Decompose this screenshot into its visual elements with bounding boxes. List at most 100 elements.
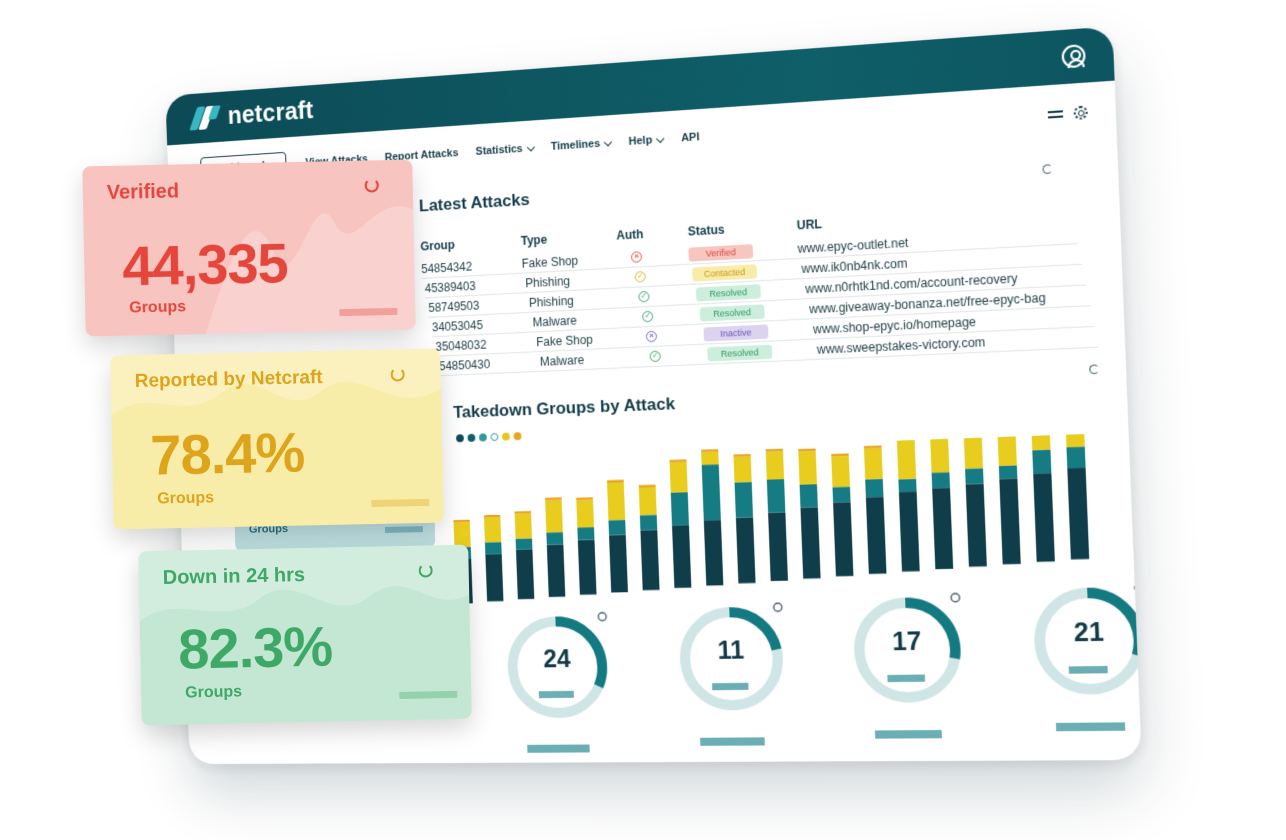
bar-segment[interactable]: [453, 520, 469, 523]
filter-sliders-icon[interactable]: [1048, 107, 1063, 120]
bar-segment[interactable]: [545, 500, 563, 533]
bar-segment[interactable]: [766, 451, 784, 479]
bar-segment[interactable]: [515, 514, 532, 539]
legend-dot[interactable]: [490, 433, 498, 441]
bar-segment[interactable]: [515, 511, 532, 514]
bar-segment[interactable]: [607, 480, 624, 483]
nav-item-statistics[interactable]: Statistics: [475, 142, 533, 158]
bar-segment[interactable]: [671, 492, 689, 525]
verified-card[interactable]: Verified 44,335 Groups: [82, 160, 415, 337]
bar-segment[interactable]: [735, 482, 754, 518]
bar-segment[interactable]: [516, 549, 534, 599]
bar-segment[interactable]: [547, 545, 565, 597]
donut-info-icon[interactable]: [951, 593, 960, 601]
bar-segment[interactable]: [1031, 434, 1051, 450]
bar-segment[interactable]: [484, 517, 501, 542]
bar-segment[interactable]: [1032, 450, 1051, 474]
bar-segment[interactable]: [898, 479, 916, 492]
donut-chart[interactable]: 24: [501, 611, 616, 761]
bar-segment[interactable]: [965, 468, 984, 484]
bar-segment[interactable]: [639, 487, 657, 515]
bar-segment[interactable]: [607, 482, 625, 520]
bar-segment[interactable]: [516, 538, 533, 550]
bar-segment[interactable]: [896, 434, 916, 480]
donut-chart[interactable]: 21: [1027, 581, 1142, 740]
bar-segment[interactable]: [485, 554, 503, 601]
bar-segment[interactable]: [577, 527, 594, 540]
donut-chart[interactable]: 17: [847, 591, 970, 747]
bar-segment[interactable]: [1067, 468, 1089, 560]
donut-info-icon[interactable]: [598, 613, 606, 621]
bar-segment[interactable]: [832, 487, 850, 503]
bar-segment[interactable]: [670, 462, 688, 493]
column-header-group[interactable]: Group: [420, 234, 521, 253]
legend-dot[interactable]: [467, 434, 475, 442]
column-header-status[interactable]: Status: [688, 218, 798, 238]
bar-segment[interactable]: [932, 472, 950, 488]
bar-segment[interactable]: [578, 540, 597, 595]
bar-segment[interactable]: [833, 502, 853, 576]
bar-segment[interactable]: [701, 452, 719, 465]
user-account-icon[interactable]: [1061, 44, 1086, 69]
bar-segment[interactable]: [966, 484, 987, 567]
legend-dot[interactable]: [456, 434, 464, 442]
latest-attacks-title: Latest Attacks: [419, 190, 530, 216]
bar-segment[interactable]: [640, 530, 659, 591]
bar-segment[interactable]: [999, 478, 1020, 564]
bar-segment[interactable]: [866, 497, 887, 574]
donut-info-icon[interactable]: [774, 603, 782, 611]
bar-segment[interactable]: [639, 485, 656, 488]
legend-dot[interactable]: [502, 433, 510, 441]
bar-segment[interactable]: [899, 492, 920, 572]
latest-attacks-info-icon[interactable]: [1042, 164, 1052, 174]
bar-segment[interactable]: [864, 448, 883, 479]
legend-dot[interactable]: [479, 433, 487, 441]
bar-segment[interactable]: [576, 497, 593, 500]
nav-item-api[interactable]: API: [681, 131, 700, 144]
down-card[interactable]: Down in 24 hrs 82.3% Groups: [138, 545, 472, 726]
bar-segment[interactable]: [767, 479, 786, 512]
bar-segment[interactable]: [865, 479, 883, 497]
bar-segment[interactable]: [997, 434, 1017, 466]
nav-item-timelines[interactable]: Timelines: [551, 137, 612, 153]
bar-segment[interactable]: [768, 512, 788, 581]
nav-item-help[interactable]: Help: [628, 134, 663, 148]
bar-segment[interactable]: [485, 542, 502, 555]
settings-gear-icon[interactable]: [1073, 105, 1088, 119]
bar-segment[interactable]: [704, 520, 724, 586]
donut-info-icon[interactable]: [1135, 583, 1142, 592]
bar-segment[interactable]: [831, 456, 850, 487]
reported-card[interactable]: Reported by Netcraft 78.4% Groups: [110, 349, 444, 530]
bar-segment[interactable]: [800, 507, 820, 579]
donut-chart[interactable]: 11: [673, 601, 792, 754]
down-card-value: 82.3%: [178, 613, 333, 681]
bar-segment[interactable]: [1066, 447, 1085, 468]
chart-info-icon[interactable]: [1089, 364, 1099, 374]
legend-dot[interactable]: [514, 432, 522, 440]
brand[interactable]: netcraft: [191, 96, 314, 133]
bar-segment[interactable]: [798, 451, 817, 485]
bar-segment[interactable]: [609, 535, 628, 593]
bar-segment[interactable]: [999, 465, 1018, 479]
bar-segment[interactable]: [1033, 473, 1055, 562]
column-header-type[interactable]: Type: [521, 229, 617, 248]
bar-segment[interactable]: [672, 525, 691, 588]
column-header-auth[interactable]: Auth: [616, 225, 688, 243]
bar-segment[interactable]: [545, 497, 562, 500]
bar-segment[interactable]: [702, 464, 721, 520]
bar-segment[interactable]: [640, 515, 657, 530]
bar-segment[interactable]: [736, 517, 756, 583]
bar-segment[interactable]: [930, 434, 950, 473]
bar-segment[interactable]: [963, 434, 983, 469]
bar-segment[interactable]: [576, 500, 594, 528]
bar-segment[interactable]: [800, 484, 818, 507]
bar-segment[interactable]: [608, 520, 625, 535]
bar-segment[interactable]: [484, 515, 500, 518]
bar-segment[interactable]: [734, 457, 752, 483]
bar-segment[interactable]: [546, 532, 563, 545]
bar-segment[interactable]: [454, 522, 471, 547]
bar-segment[interactable]: [932, 488, 953, 570]
nav-item-label: Help: [628, 134, 652, 148]
bar-segment[interactable]: [1066, 434, 1085, 448]
